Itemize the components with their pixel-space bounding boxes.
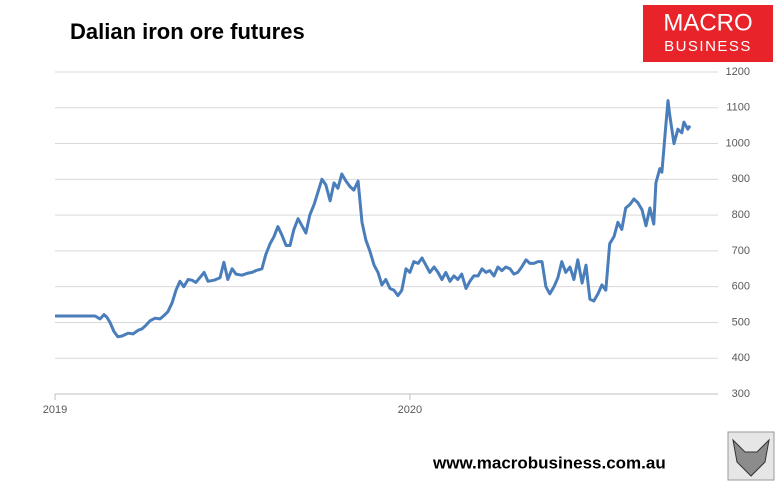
y-tick-label: 1200 [726, 66, 750, 78]
logo-box [643, 5, 773, 62]
logo: MACRO BUSINESS [643, 5, 773, 62]
logo-bottom: BUSINESS [664, 38, 752, 55]
footer-url: www.macrobusiness.com.au [432, 453, 666, 472]
chart-title: Dalian iron ore futures [70, 19, 305, 44]
y-tick-label: 300 [732, 388, 750, 400]
y-tick-label: 1000 [726, 137, 750, 149]
y-tick-label: 700 [732, 245, 750, 257]
y-tick-label: 500 [732, 316, 750, 328]
x-tick-label: 2020 [398, 404, 422, 416]
price-line [55, 99, 692, 339]
x-tick-label: 2019 [43, 404, 67, 416]
y-tick-label: 400 [732, 352, 750, 364]
y-tick-label: 800 [732, 209, 750, 221]
fox-icon [727, 431, 775, 481]
y-tick-label: 1100 [726, 102, 750, 114]
logo-top: MACRO [663, 9, 752, 36]
icon-fox [732, 438, 770, 477]
y-tick-label: 600 [732, 281, 750, 293]
y-tick-label: 900 [732, 173, 750, 185]
